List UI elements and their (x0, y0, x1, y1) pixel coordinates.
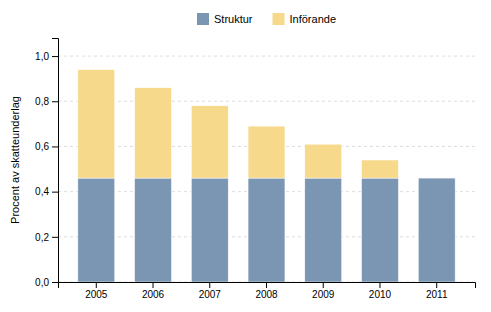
axis-line (59, 283, 476, 289)
tick-label: 0,8 (35, 96, 49, 107)
tick-label: 2010 (369, 289, 392, 300)
bar (191, 178, 228, 282)
bar (78, 178, 115, 282)
bar (305, 144, 342, 178)
tick-label: 0,4 (35, 186, 49, 197)
tick-label: 0,0 (35, 277, 49, 288)
legend-item: Införande (273, 13, 336, 25)
tick: 0,0 (35, 277, 58, 288)
y-axis: 0,0 0,2 0,4 0,6 0,8 1,0 (35, 39, 58, 288)
tick: 2010 (369, 282, 392, 300)
tick-mark (52, 146, 58, 147)
tick-mark (323, 282, 324, 288)
tick-mark (52, 101, 58, 102)
tick: 0,4 (35, 186, 58, 197)
axis-line (52, 39, 59, 283)
bar (418, 178, 455, 282)
bar (191, 106, 228, 178)
tick: 0,8 (35, 96, 58, 107)
tick-label: 2006 (142, 289, 165, 300)
bars (78, 70, 455, 282)
tick-label: 2011 (426, 289, 448, 300)
plot: 0,00,20,40,60,81,02005200620072008200920… (35, 39, 475, 301)
tick: 2006 (142, 282, 165, 300)
tick-label: 2008 (255, 289, 278, 300)
tick-mark (436, 282, 437, 288)
tick-mark (96, 282, 97, 288)
tick: 2009 (312, 282, 335, 300)
bar (78, 70, 115, 178)
tick-label: 0,2 (35, 232, 49, 243)
legend-item: Struktur (197, 13, 253, 25)
tick: 2008 (255, 282, 278, 300)
tick: 2007 (199, 282, 222, 300)
tick-label: 2009 (312, 289, 335, 300)
series (78, 178, 455, 282)
tick-mark (153, 282, 154, 288)
tick: 2005 (85, 282, 108, 300)
grid-line (58, 56, 475, 57)
axis-title: Procent av skatteunderlag (9, 96, 21, 224)
tick: 0,2 (35, 232, 58, 243)
tick: 0,6 (35, 141, 58, 152)
tick-label: 2005 (85, 289, 108, 300)
tick: 1,0 (35, 51, 58, 62)
bar (135, 88, 172, 178)
tick: 2011 (426, 282, 448, 300)
tick-mark (52, 56, 58, 57)
tick-mark (266, 282, 267, 288)
legend-swatch (197, 13, 209, 25)
tick-label: 1,0 (35, 51, 49, 62)
tick-mark (52, 282, 58, 283)
bar (362, 178, 399, 282)
tick-mark (209, 282, 210, 288)
tick-mark (379, 282, 380, 288)
x-axis: 2005 2006 2007 2008 2009 2010 2011 (59, 282, 476, 300)
tick-mark (52, 237, 58, 238)
series (78, 70, 399, 178)
tick-mark (52, 192, 58, 193)
chart: 0,00,20,40,60,81,02005200620072008200920… (0, 0, 491, 312)
grid (58, 56, 475, 282)
grid-line (58, 101, 475, 102)
legend-label: Införande (290, 13, 336, 25)
tick-label: 2007 (199, 289, 222, 300)
bar (248, 178, 285, 282)
legend-label: Struktur (214, 13, 253, 25)
bar (248, 126, 285, 178)
tick-label: 0,6 (35, 141, 49, 152)
legend-swatch (273, 13, 285, 25)
bar (418, 178, 455, 179)
bar (305, 178, 342, 282)
bar (362, 160, 399, 178)
bar (135, 178, 172, 282)
legend: Struktur Införande (197, 13, 336, 25)
